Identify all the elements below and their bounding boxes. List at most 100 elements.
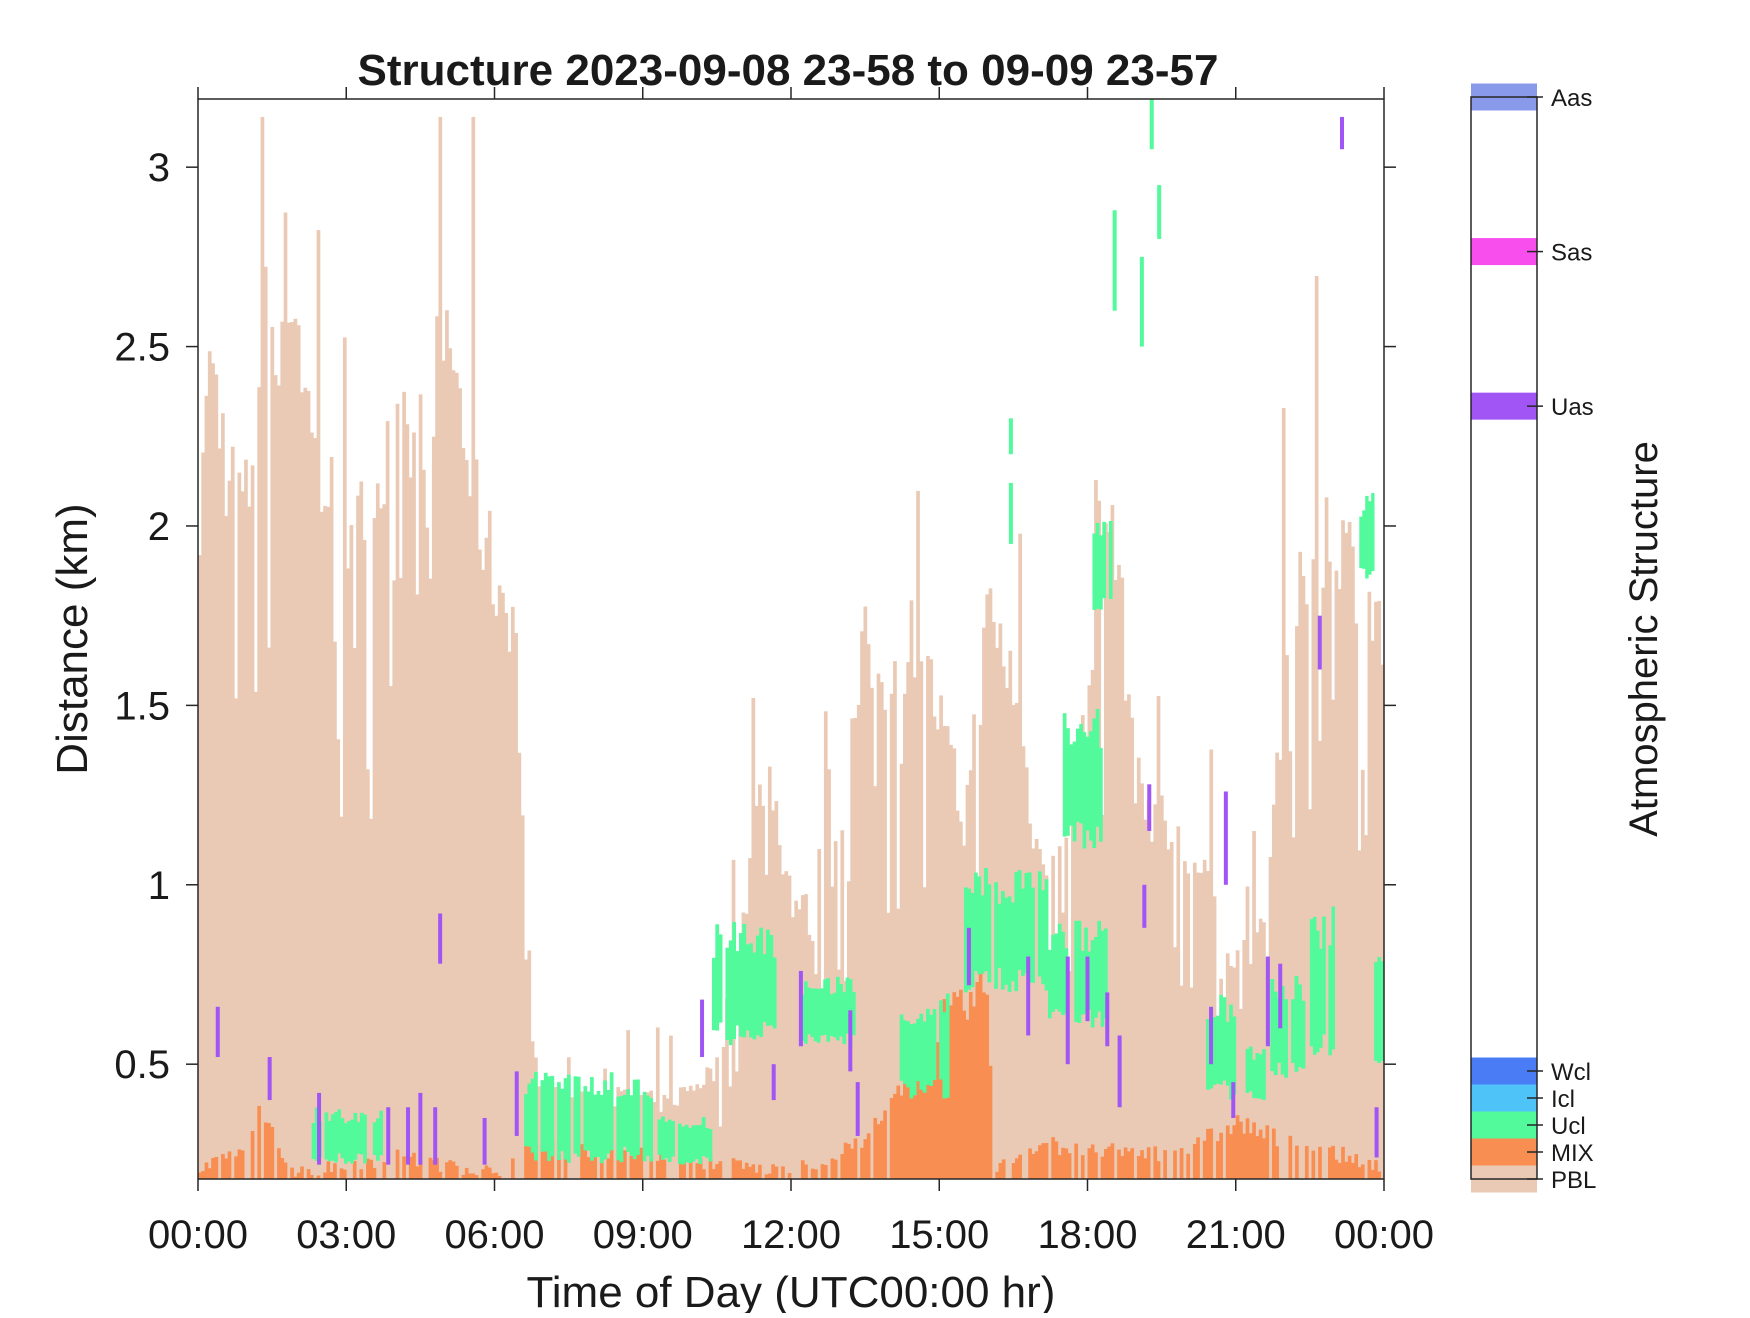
mix-column (270, 1126, 275, 1179)
uas-segment (1209, 1006, 1214, 1065)
ucl-cell (646, 1095, 650, 1156)
mix-column (224, 1158, 229, 1179)
ucl-cell (1069, 744, 1074, 826)
ucl-cell (705, 1128, 709, 1158)
pbl-column (244, 459, 248, 1180)
ucl-cell (1229, 1004, 1233, 1100)
ucl-cell (632, 1079, 637, 1160)
mix-column (1011, 1163, 1016, 1179)
pbl-column (497, 585, 502, 1179)
x-tick-label: 00:00 (148, 1213, 248, 1257)
mix-column (227, 1151, 232, 1179)
y-tick-label: 2.5 (114, 326, 170, 370)
mix-column (1054, 1141, 1059, 1179)
pbl-column (652, 1102, 657, 1179)
mix-column (290, 1167, 294, 1179)
pbl-column (708, 1068, 713, 1179)
ucl-cell (829, 994, 834, 1037)
ucl-cell (372, 1122, 377, 1155)
colorbar-swatch-icl (1471, 1084, 1537, 1112)
mix-column (1245, 1118, 1250, 1179)
ucl-cell (311, 1122, 316, 1160)
colorbar-label-wcl: Wcl (1551, 1059, 1591, 1086)
mix-column (985, 994, 990, 1179)
pbl-column (517, 752, 522, 1179)
pbl-column (1327, 561, 1332, 1179)
ucl-cell (725, 947, 730, 1041)
ucl-cell (543, 1072, 548, 1152)
ucl-cell (1066, 728, 1070, 836)
ucl-cell (1309, 919, 1314, 1047)
y-tick-label: 1.5 (114, 684, 170, 728)
mix-column (1057, 1155, 1062, 1179)
x-tick-label: 15:00 (889, 1213, 989, 1257)
pbl-column (375, 483, 380, 1179)
mix-column (622, 1150, 627, 1179)
mix-column (207, 1168, 212, 1179)
mix-column (922, 1055, 927, 1179)
ucl-cell (701, 1117, 706, 1157)
pbl-column (392, 580, 397, 1179)
ucl-cell (926, 1008, 930, 1085)
pbl-column (919, 661, 924, 1179)
ucl-cell (547, 1076, 551, 1161)
pbl-column (257, 387, 261, 1179)
pbl-column (929, 659, 934, 1179)
mix-column (1235, 1115, 1240, 1179)
pbl-column (1202, 859, 1207, 1179)
uas-segment (1374, 1107, 1379, 1158)
mix-column (234, 1156, 238, 1179)
pbl-column (1153, 804, 1158, 1179)
pbl-column (1235, 950, 1240, 1179)
pbl-column (1173, 947, 1177, 1179)
ucl-cell (974, 872, 978, 972)
pbl-column (501, 592, 505, 1179)
ucl-cell (1047, 949, 1052, 1019)
pbl-column (744, 913, 749, 1179)
ucl-cell (1322, 916, 1326, 1035)
ucl-cell (590, 1077, 594, 1161)
pbl-column (349, 525, 354, 1179)
pbl-column (1143, 819, 1148, 1179)
pbl-column (991, 621, 996, 1179)
mix-column (1001, 1159, 1006, 1179)
pbl-column (1113, 579, 1118, 1179)
pbl-column (415, 594, 420, 1179)
pbl-column (395, 403, 400, 1180)
mix-column (609, 1143, 614, 1179)
mix-column (263, 1122, 268, 1179)
pbl-column (883, 709, 887, 1179)
mix-column (1215, 1141, 1220, 1179)
mix-column (879, 1120, 884, 1179)
ucl-cell (1082, 732, 1087, 849)
ucl-cell (694, 1125, 699, 1160)
pbl-column (850, 718, 854, 1179)
pbl-column (310, 432, 314, 1180)
pbl-column (468, 496, 472, 1180)
ucl-cell (1054, 933, 1059, 1010)
mix-column (1015, 1158, 1019, 1179)
uas-segment (406, 1107, 411, 1165)
pbl-column (356, 495, 360, 1180)
pbl-column (250, 465, 255, 1180)
uas-segment (1265, 956, 1270, 1047)
pbl-column (263, 266, 268, 1179)
mix-column (323, 1172, 327, 1179)
pbl-column (323, 505, 327, 1180)
pbl-column (484, 537, 489, 1179)
ucl-cell (708, 1129, 713, 1162)
pbl-column (306, 390, 311, 1179)
ucl-cell (1298, 984, 1302, 1068)
pbl-column (227, 480, 232, 1180)
pbl-column (230, 446, 235, 1179)
ucl-cell (842, 992, 847, 1045)
mix-column (1186, 1153, 1191, 1179)
colorbar-swatch-ucl (1471, 1111, 1537, 1139)
pbl-column (398, 577, 403, 1179)
pbl-column (1031, 848, 1036, 1179)
pbl-column (1367, 591, 1372, 1179)
pbl-column (336, 739, 341, 1179)
pbl-column (893, 661, 897, 1179)
pbl-column (853, 717, 858, 1179)
